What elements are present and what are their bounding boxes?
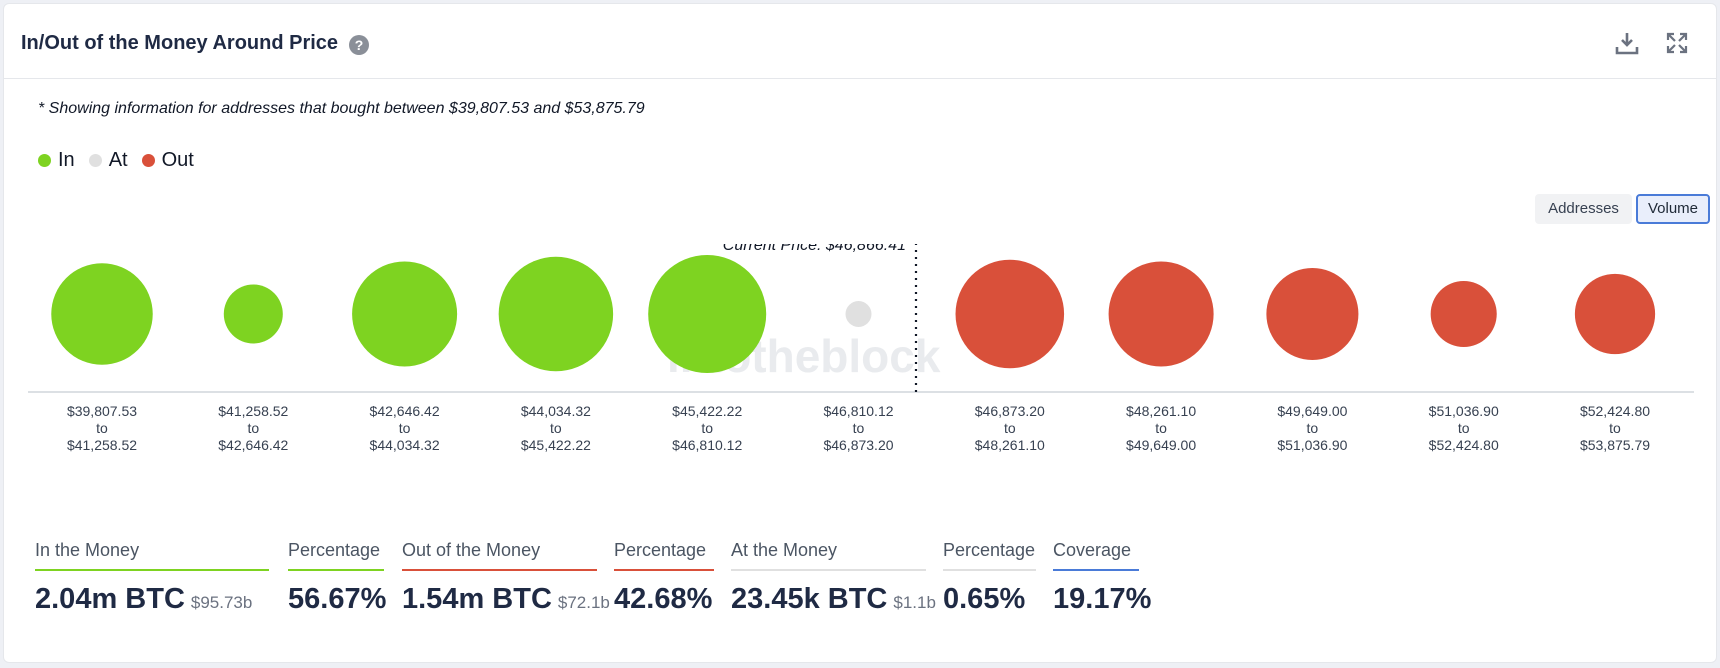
bubble-in — [51, 263, 153, 365]
tick-label-to: to — [399, 420, 411, 436]
tick-label-from: $42,646.42 — [370, 403, 440, 419]
expand-icon[interactable] — [1665, 31, 1689, 55]
stat-label: At the Money — [731, 540, 838, 560]
tick-label-from: $45,422.22 — [672, 403, 742, 419]
stat-label: Out of the Money — [402, 540, 541, 560]
stat-value: 42.68% — [614, 583, 713, 615]
bubble-in — [352, 261, 458, 367]
stat-underline — [288, 569, 384, 571]
tick-label-from: $48,261.10 — [1126, 403, 1196, 419]
tick-label-from: $39,807.53 — [67, 403, 137, 419]
stat-underline — [1053, 569, 1139, 571]
legend-dot-at — [88, 154, 102, 167]
volume-toggle-button[interactable]: Volume — [1636, 194, 1710, 224]
tick-label-from: $46,873.20 — [975, 403, 1045, 419]
tick-label-end: $52,424.80 — [1429, 437, 1499, 453]
tick-label-end: $53,875.79 — [1580, 437, 1650, 453]
tick-label-end: $41,258.52 — [67, 437, 137, 453]
tick-label-to: to — [1307, 420, 1319, 436]
legend: In At Out — [38, 149, 194, 172]
stat-underline — [402, 569, 597, 571]
tick-label-to: to — [1609, 420, 1621, 436]
legend-item-in[interactable]: In — [38, 149, 75, 172]
card-header: In/Out of the Money Around Price ? — [4, 4, 1716, 79]
bubble-out — [1108, 261, 1214, 367]
legend-dot-in — [38, 154, 51, 167]
chart-card: In/Out of the Money Around Price ? * Sho… — [3, 3, 1717, 663]
tick-label-to: to — [96, 420, 108, 436]
help-icon[interactable]: ? — [349, 35, 369, 55]
legend-item-out[interactable]: Out — [141, 149, 194, 172]
tick-label-to: to — [1004, 420, 1016, 436]
addresses-toggle-button[interactable]: Addresses — [1535, 194, 1632, 224]
stat-out-of-the-money: Out of the Money 1.54m BTC $72.1b — [402, 540, 610, 616]
bubble-at — [845, 301, 872, 327]
tick-label-end: $45,422.22 — [521, 437, 591, 453]
stat-at-the-money: At the Money 23.45k BTC $1.1b — [731, 540, 936, 616]
stat-label: Percentage — [614, 540, 707, 560]
bubble-out — [1430, 280, 1497, 348]
tick-label-end: $44,034.32 — [370, 437, 440, 453]
tick-label-from: $49,649.00 — [1277, 403, 1347, 419]
download-icon[interactable] — [1614, 30, 1640, 56]
tick-label-to: to — [1155, 420, 1167, 436]
legend-item-at[interactable]: At — [88, 149, 128, 172]
tick-label-end: $42,646.42 — [218, 437, 288, 453]
bubble-out — [1574, 273, 1656, 355]
page-title: In/Out of the Money Around Price — [21, 32, 339, 54]
tick-label-end: $48,261.10 — [975, 437, 1045, 453]
bubble-in — [648, 255, 767, 373]
tick-label-end: $46,810.12 — [672, 437, 742, 453]
tick-label-from: $46,810.12 — [823, 403, 893, 419]
tick-label-from: $41,258.52 — [218, 403, 288, 419]
tick-label-end: $49,649.00 — [1126, 437, 1196, 453]
stat-value: 1.54m BTC $72.1b — [402, 583, 610, 615]
stat-underline — [614, 569, 714, 571]
stat-label: Percentage — [943, 540, 1036, 560]
legend-label-out: Out — [161, 149, 194, 171]
stat-underline — [731, 569, 926, 571]
stat-out-percentage: Percentage 42.68% — [614, 540, 714, 616]
bubble-out — [1266, 267, 1359, 361]
stat-label: Coverage — [1053, 540, 1132, 560]
stat-in-percentage: Percentage 56.67% — [288, 540, 387, 616]
bubble-chart: intotheblock$39,807.53to$41,258.52$41,25… — [28, 244, 1694, 453]
legend-dot-out — [141, 154, 155, 167]
tick-label-end: $46,873.20 — [823, 437, 893, 453]
tick-label-to: to — [550, 420, 562, 436]
legend-label-in: In — [58, 149, 75, 171]
stat-value: 0.65% — [943, 583, 1026, 615]
tick-label-to: to — [1458, 420, 1470, 436]
stat-at-percentage: Percentage 0.65% — [943, 540, 1036, 616]
tick-label-to: to — [853, 420, 865, 436]
bubble-in — [498, 256, 614, 372]
tick-label-from: $44,034.32 — [521, 403, 591, 419]
current-price-label: Current Price: $46,866.41 — [723, 244, 906, 254]
stat-value: 23.45k BTC $1.1b — [731, 583, 936, 615]
bubble-out — [955, 259, 1065, 369]
range-note: * Showing information for addresses that… — [38, 100, 645, 117]
stat-value: 56.67% — [288, 583, 387, 615]
tick-label-from: $52,424.80 — [1580, 403, 1650, 419]
stat-underline — [35, 569, 269, 571]
stat-label: Percentage — [288, 540, 381, 560]
tick-label-end: $51,036.90 — [1277, 437, 1347, 453]
stat-value: 19.17% — [1053, 583, 1152, 615]
legend-label-at: At — [108, 149, 128, 171]
tick-label-from: $51,036.90 — [1429, 403, 1499, 419]
stat-in-the-money: In the Money 2.04m BTC $95.73b — [35, 540, 269, 616]
stat-coverage: Coverage 19.17% — [1053, 540, 1152, 616]
bubble-in — [223, 284, 283, 344]
tick-label-to: to — [247, 420, 259, 436]
stat-underline — [943, 569, 1036, 571]
tick-label-to: to — [701, 420, 713, 436]
stat-label: In the Money — [35, 540, 140, 560]
stat-value: 2.04m BTC $95.73b — [35, 583, 253, 615]
